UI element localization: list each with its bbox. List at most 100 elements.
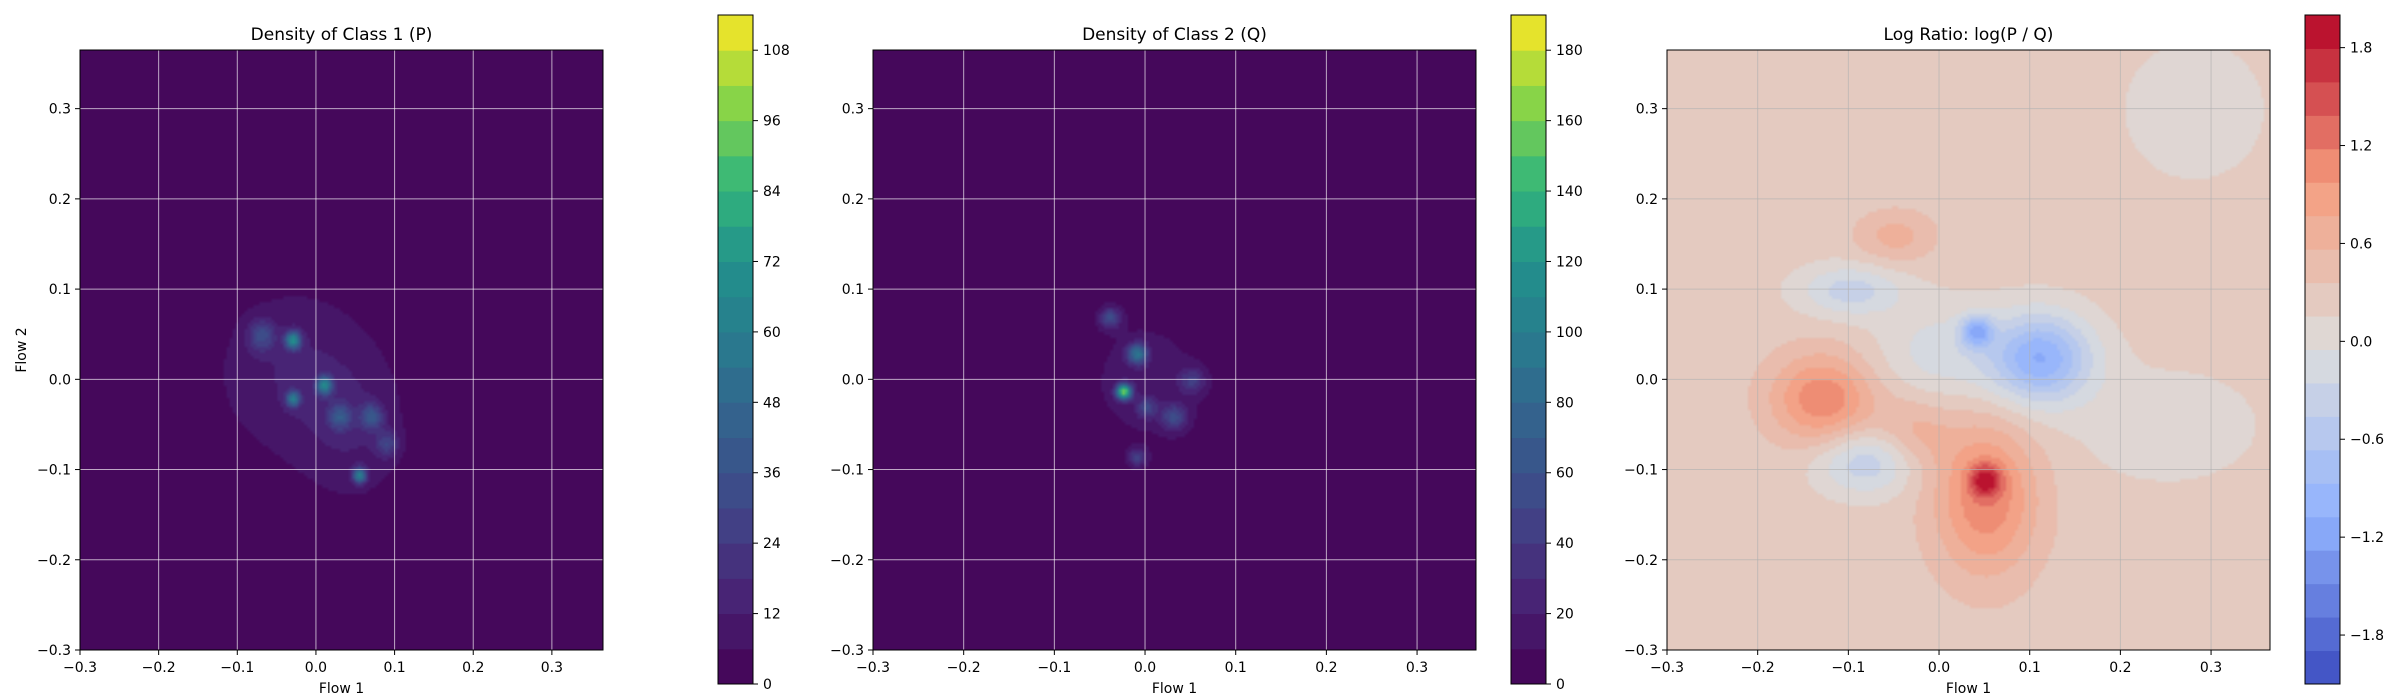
colorbar-band bbox=[1511, 507, 1546, 544]
x-tick-label: −0.1 bbox=[1831, 660, 1865, 676]
colorbar-band bbox=[2305, 583, 2340, 618]
colorbar-band bbox=[1511, 226, 1546, 262]
x-tick-label: 0.0 bbox=[1134, 660, 1156, 676]
colorbar-tick-label: 12 bbox=[763, 607, 781, 623]
colorbar-band bbox=[718, 261, 753, 298]
colorbar-band bbox=[1511, 15, 1546, 51]
colorbar-band bbox=[2305, 416, 2340, 451]
colorbar: 0 12 24 36 48 60 72 84 96 108 bbox=[717, 14, 790, 693]
x-tick-label: 0.0 bbox=[1928, 660, 1950, 676]
colorbar-tick-label: 0 bbox=[1556, 677, 1565, 693]
colorbar-band bbox=[2305, 382, 2340, 417]
colorbar-tick-label: 140 bbox=[1556, 184, 1583, 200]
colorbar-tick-label: −1.8 bbox=[2350, 628, 2384, 644]
chart-panel-3: −0.3 −0.2 −0.1 0.0 0.1 0.2 0.3 −0.3 −0.2 −0.1 0.0 0… bbox=[1624, 14, 2384, 697]
y-tick-label: −0.3 bbox=[37, 643, 71, 659]
x-tick-label: 0.2 bbox=[462, 660, 484, 676]
colorbar-tick-label: 20 bbox=[1556, 607, 1574, 623]
colorbar-band bbox=[718, 331, 753, 368]
colorbar-band bbox=[718, 472, 753, 509]
y-tick-label: −0.2 bbox=[37, 553, 71, 569]
x-tick-label: −0.2 bbox=[142, 660, 176, 676]
chart-title: Density of Class 1 (P) bbox=[251, 25, 433, 45]
plot-frame bbox=[1666, 49, 2271, 651]
y-tick-label: 0.3 bbox=[1636, 102, 1658, 118]
colorbar-band bbox=[718, 15, 753, 51]
colorbar-band bbox=[718, 155, 753, 192]
x-tick-label: −0.1 bbox=[1037, 660, 1071, 676]
colorbar-band bbox=[1511, 261, 1546, 298]
x-axis-label: Flow 1 bbox=[319, 681, 364, 697]
colorbar-tick-label: 100 bbox=[1556, 325, 1583, 341]
y-tick-label: 0.2 bbox=[49, 192, 71, 208]
x-tick-label: 0.2 bbox=[1315, 660, 1337, 676]
colorbar: 0 20 40 60 80 100 120 140 160 180 bbox=[1510, 14, 1583, 693]
colorbar-tick-label: 0.0 bbox=[2350, 334, 2372, 350]
chart-panel-1: −0.3 −0.2 −0.1 0.0 0.1 0.2 0.3 −0.3 −0.2 −0.1 0.0 0… bbox=[14, 14, 790, 697]
colorbar-band bbox=[1511, 648, 1546, 685]
colorbar-band bbox=[2305, 249, 2340, 284]
colorbar-band bbox=[2305, 148, 2340, 183]
colorbar-band bbox=[2305, 650, 2340, 685]
colorbar-tick-label: 24 bbox=[763, 536, 781, 552]
y-axis-label: Flow 2 bbox=[14, 327, 30, 372]
colorbar-band bbox=[1511, 331, 1546, 368]
colorbar-tick-label: 180 bbox=[1556, 43, 1583, 59]
y-tick-label: −0.3 bbox=[830, 643, 864, 659]
colorbar-band bbox=[1511, 50, 1546, 86]
colorbar-band bbox=[2305, 215, 2340, 250]
plot-frame bbox=[872, 49, 1477, 651]
colorbar-band bbox=[718, 226, 753, 262]
y-tick-label: 0.1 bbox=[49, 282, 71, 298]
colorbar-tick-label: 72 bbox=[763, 254, 781, 270]
colorbar-band bbox=[1511, 613, 1546, 650]
y-tick-label: −0.2 bbox=[1624, 553, 1658, 569]
colorbar-band bbox=[718, 191, 753, 227]
colorbar-band bbox=[2305, 81, 2340, 116]
x-tick-label: 0.3 bbox=[2200, 660, 2222, 676]
colorbar-band bbox=[2305, 349, 2340, 384]
colorbar-band bbox=[2305, 115, 2340, 150]
colorbar-tick-label: 84 bbox=[763, 184, 781, 200]
colorbar: −1.8 −1.2 −0.6 0.0 0.6 1.2 1.8 bbox=[2304, 14, 2384, 685]
colorbar-band bbox=[2305, 449, 2340, 484]
colorbar-tick-label: −1.2 bbox=[2350, 530, 2384, 546]
colorbar-band bbox=[1511, 402, 1546, 439]
colorbar-band bbox=[718, 543, 753, 579]
x-axis-label: Flow 1 bbox=[1152, 681, 1197, 697]
colorbar-band bbox=[718, 507, 753, 544]
density-field bbox=[1667, 50, 2270, 650]
colorbar-tick-label: 0.6 bbox=[2350, 236, 2372, 252]
colorbar-tick-label: 108 bbox=[763, 43, 790, 59]
chart-title: Log Ratio: log(P / Q) bbox=[1884, 25, 2054, 45]
y-tick-label: −0.2 bbox=[830, 553, 864, 569]
colorbar-tick-label: −0.6 bbox=[2350, 432, 2384, 448]
colorbar-band bbox=[2305, 550, 2340, 585]
colorbar-tick-label: 160 bbox=[1556, 114, 1583, 130]
x-tick-label: −0.3 bbox=[63, 660, 97, 676]
y-tick-label: −0.1 bbox=[830, 463, 864, 479]
colorbar-band bbox=[2305, 48, 2340, 83]
colorbar-tick-label: 120 bbox=[1556, 254, 1583, 270]
x-tick-label: 0.3 bbox=[541, 660, 563, 676]
colorbar-band bbox=[1511, 191, 1546, 227]
colorbar-band bbox=[1511, 578, 1546, 615]
colorbar-frame bbox=[717, 14, 754, 685]
x-tick-label: 0.2 bbox=[2109, 660, 2131, 676]
plot-frame bbox=[79, 49, 604, 651]
colorbar-band bbox=[1511, 296, 1546, 333]
colorbar-band bbox=[2305, 617, 2340, 652]
colorbar-band bbox=[718, 402, 753, 439]
colorbar-band bbox=[718, 85, 753, 122]
y-tick-label: 0.2 bbox=[1636, 192, 1658, 208]
x-tick-label: 0.1 bbox=[2019, 660, 2041, 676]
x-tick-label: −0.2 bbox=[1741, 660, 1775, 676]
colorbar-band bbox=[718, 578, 753, 615]
colorbar-band bbox=[2305, 316, 2340, 350]
y-tick-label: 0.1 bbox=[1636, 282, 1658, 298]
chart-title: Density of Class 2 (Q) bbox=[1082, 25, 1267, 45]
colorbar-band bbox=[718, 50, 753, 86]
y-tick-label: 0.3 bbox=[49, 102, 71, 118]
colorbar-tick-label: 96 bbox=[763, 114, 781, 130]
